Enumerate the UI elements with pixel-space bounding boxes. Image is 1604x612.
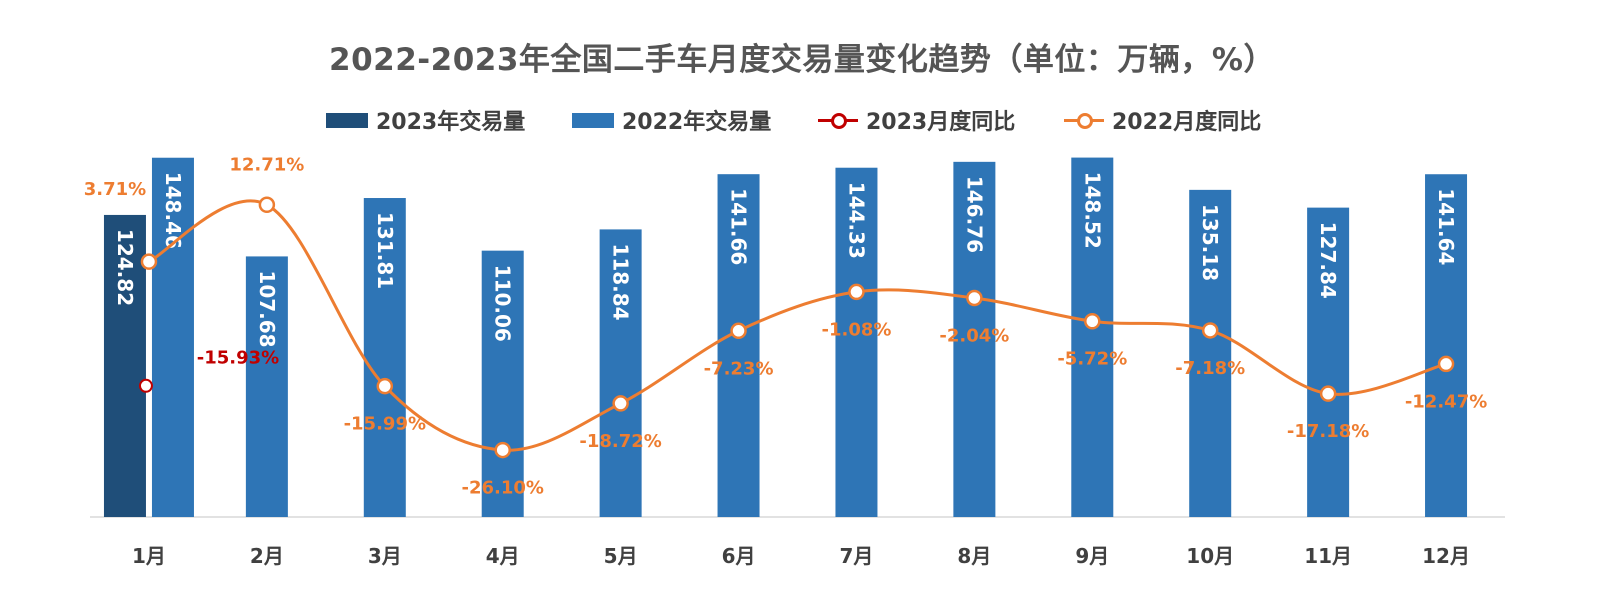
legend-line-2023-yoy bbox=[818, 113, 858, 129]
x-tick-label-5月: 5月 bbox=[604, 544, 638, 568]
point-2022-yoy-9月 bbox=[1084, 312, 1101, 330]
bar-label-2022-9月: 148.52 bbox=[1080, 172, 1104, 249]
data-label-2022-yoy-5月: -18.72% bbox=[579, 431, 661, 452]
x-tick-label-3月: 3月 bbox=[368, 544, 402, 568]
data-label-2022-yoy-12月: -12.47% bbox=[1405, 391, 1487, 412]
point-2022-yoy-4月 bbox=[494, 441, 511, 459]
data-label-2022-yoy-1月: 3.71% bbox=[84, 179, 146, 200]
bar-2023-1月 bbox=[103, 214, 146, 517]
point-2022-yoy-10月 bbox=[1201, 322, 1219, 339]
x-tick-label-9月: 9月 bbox=[1075, 544, 1109, 568]
bar-label-2022-11月: 127.84 bbox=[1316, 222, 1340, 299]
legend-label-2023-yoy: 2023月度同比 bbox=[866, 110, 1016, 135]
legend-item-2023-volume[interactable]: 2023年交易量 bbox=[326, 102, 525, 138]
legend-label-2022-yoy: 2022月度同比 bbox=[1112, 110, 1262, 135]
point-2022-yoy-11月 bbox=[1319, 385, 1337, 402]
legend-label-2023-volume: 2023年交易量 bbox=[376, 110, 526, 135]
legend-item-2023-yoy[interactable]: 2023月度同比 bbox=[818, 102, 1015, 138]
bar-label-2022-2月: 107.68 bbox=[255, 270, 279, 347]
data-label-2022-yoy-10月: -7.18% bbox=[1175, 358, 1245, 379]
data-label-2023-yoy-1月: -15.93% bbox=[197, 347, 279, 368]
bar-label-2022-7月: 144.33 bbox=[844, 182, 868, 259]
x-tick-label-10月: 10月 bbox=[1186, 544, 1234, 568]
x-tick-label-4月: 4月 bbox=[486, 544, 520, 568]
x-tick-label-11月: 11月 bbox=[1304, 544, 1352, 568]
bar-2022-12月 bbox=[1425, 174, 1468, 517]
bar-2022-4月 bbox=[481, 250, 524, 518]
point-2022-yoy-8月 bbox=[966, 289, 983, 307]
legend-item-2022-volume[interactable]: 2022年交易量 bbox=[572, 102, 771, 138]
legend: 2023年交易量 2022年交易量 2023月度同比 2022月度同比 bbox=[0, 102, 1604, 138]
bar-label-2022-10月: 135.18 bbox=[1198, 204, 1222, 281]
bar-label-2022-4月: 110.06 bbox=[491, 265, 515, 342]
data-label-2022-yoy-11月: -17.18% bbox=[1287, 421, 1369, 442]
data-label-2022-yoy-9月: -5.72% bbox=[1057, 349, 1127, 370]
point-2022-yoy-7月 bbox=[848, 283, 865, 301]
data-label-2022-yoy-2月: 12.71% bbox=[229, 154, 304, 175]
legend-swatch-2023-volume bbox=[326, 112, 368, 128]
data-label-2022-yoy-6月: -7.23% bbox=[704, 358, 774, 379]
data-label-2022-yoy-3月: -15.99% bbox=[344, 414, 426, 435]
bar-2022-11月 bbox=[1307, 207, 1350, 517]
bar-label-2022-3月: 131.81 bbox=[373, 212, 397, 289]
point-2022-yoy-6月 bbox=[730, 322, 747, 340]
legend-item-2022-yoy[interactable]: 2022月度同比 bbox=[1064, 102, 1261, 138]
x-tick-label-1月: 1月 bbox=[132, 544, 166, 568]
bar-2022-8月 bbox=[953, 161, 996, 517]
point-2023-yoy-1月 bbox=[138, 378, 153, 393]
bar-2022-5月 bbox=[599, 229, 642, 517]
bar-label-2022-12月: 141.64 bbox=[1434, 188, 1458, 265]
legend-line-2022-yoy bbox=[1064, 113, 1104, 129]
bar-label-2023-1月: 124.82 bbox=[113, 229, 137, 306]
bar-2022-1月 bbox=[151, 157, 194, 517]
x-tick-label-6月: 6月 bbox=[722, 544, 756, 568]
bar-2022-9月 bbox=[1071, 157, 1114, 517]
point-2022-yoy-2月 bbox=[258, 196, 276, 214]
point-2022-yoy-5月 bbox=[612, 395, 629, 412]
x-tick-label-2月: 2月 bbox=[250, 544, 284, 568]
data-label-2022-yoy-7月: -1.08% bbox=[821, 319, 891, 340]
bar-2022-7月 bbox=[835, 167, 878, 517]
point-2022-yoy-3月 bbox=[376, 377, 394, 395]
bar-2022-2月 bbox=[245, 256, 288, 517]
chart-title: 2022-2023年全国二手车月度交易量变化趋势（单位：万辆，%） bbox=[329, 42, 1275, 78]
data-label-2022-yoy-8月: -2.04% bbox=[939, 325, 1009, 346]
legend-swatch-2022-volume bbox=[572, 112, 614, 128]
x-tick-label-8月: 8月 bbox=[957, 544, 991, 568]
point-2022-yoy-12月 bbox=[1437, 355, 1455, 373]
bar-2022-3月 bbox=[363, 198, 406, 517]
line-2022-yoy bbox=[148, 199, 1447, 452]
point-2022-yoy-1月 bbox=[140, 253, 158, 270]
data-label-2022-yoy-4月: -26.10% bbox=[461, 478, 543, 499]
legend-label-2022-volume: 2022年交易量 bbox=[622, 110, 772, 135]
bar-2022-6月 bbox=[717, 174, 760, 517]
bar-label-2022-8月: 146.76 bbox=[962, 176, 986, 253]
bar-2022-10月 bbox=[1189, 189, 1232, 518]
x-tick-label-12月: 12月 bbox=[1422, 544, 1470, 568]
bar-label-2022-5月: 118.84 bbox=[609, 243, 633, 320]
bar-label-2022-6月: 141.66 bbox=[727, 188, 751, 265]
x-tick-label-7月: 7月 bbox=[839, 544, 873, 568]
